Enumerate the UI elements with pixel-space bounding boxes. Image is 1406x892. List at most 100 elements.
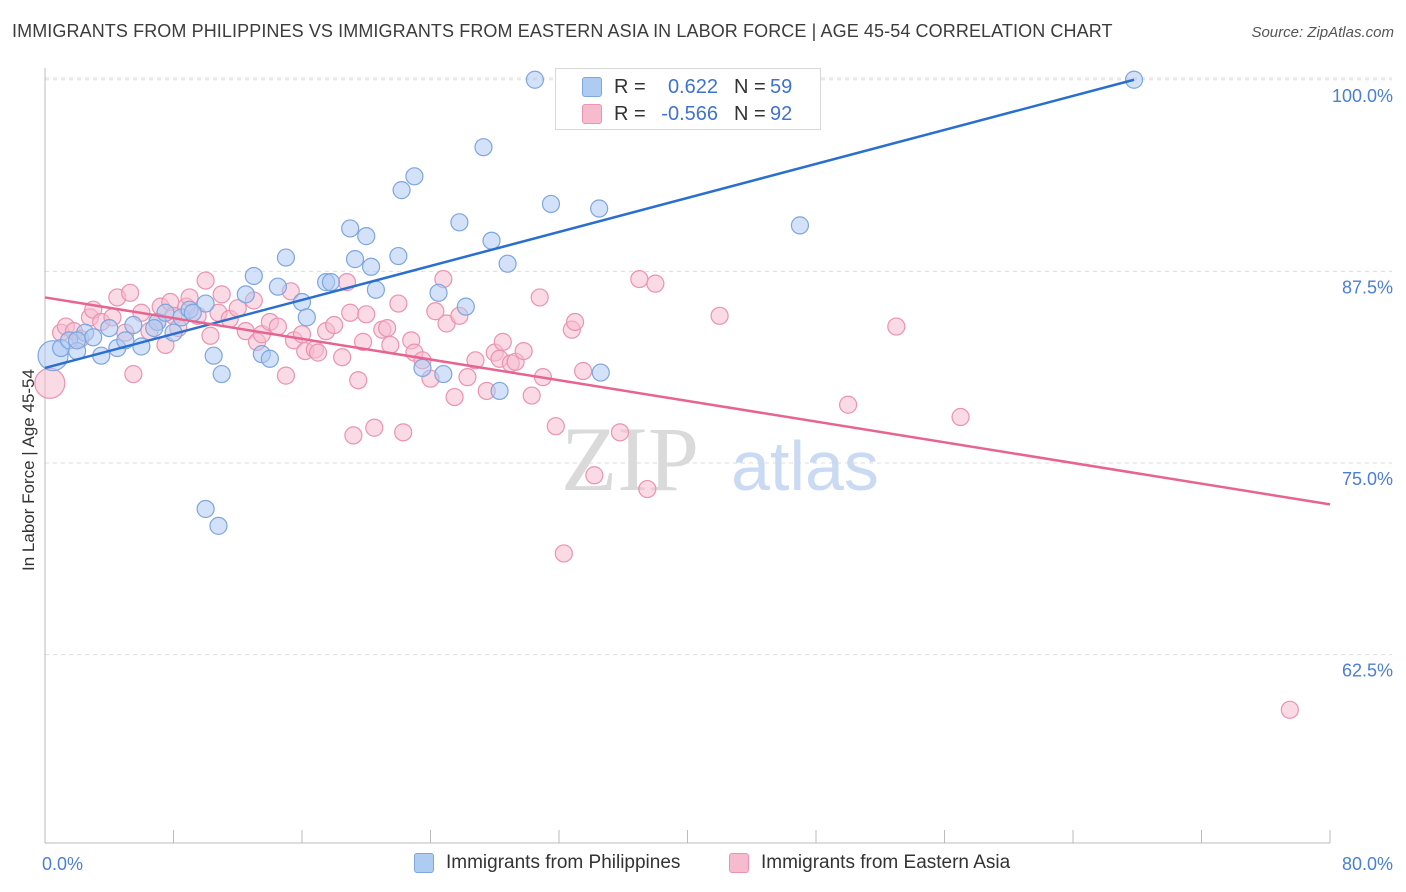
legend-r-value: -0.566: [556, 103, 718, 126]
series-legend: Immigrants from Philippines Immigrants f…: [0, 852, 1406, 878]
pink-data-point: [567, 313, 584, 330]
blue-data-point: [237, 286, 254, 303]
blue-data-point: [483, 232, 500, 249]
pink-data-point: [366, 419, 383, 436]
blue-data-point: [298, 309, 315, 326]
pink-data-point: [345, 427, 362, 444]
y-axis-label: In Labor Force | Age 45-54: [19, 369, 39, 571]
legend-item-eastern-asia[interactable]: Immigrants from Eastern Asia: [729, 852, 1010, 874]
blue-data-point: [245, 267, 262, 284]
blue-data-point: [363, 258, 380, 275]
pink-data-point: [1281, 701, 1298, 718]
blue-data-point: [499, 255, 516, 272]
pink-data-point: [459, 369, 476, 386]
legend-n-value: 92: [770, 103, 792, 126]
blue-data-point: [526, 71, 543, 88]
pink-data-point: [125, 366, 142, 383]
pink-data-point: [446, 389, 463, 406]
blue-data-point: [491, 382, 508, 399]
blue-data-point: [406, 168, 423, 185]
pink-data-point: [515, 343, 532, 360]
watermark-atlas: atlas: [731, 427, 879, 505]
pink-data-point: [202, 327, 219, 344]
blue-data-point: [791, 217, 808, 234]
blue-data-point: [146, 320, 163, 337]
legend-item-label: Immigrants from Philippines: [446, 852, 680, 874]
y-tick-label: 100.0%: [1332, 86, 1393, 106]
pink-data-point: [310, 344, 327, 361]
legend-item-philippines[interactable]: Immigrants from Philippines: [414, 852, 680, 874]
pink-data-point: [586, 467, 603, 484]
pink-data-point: [269, 318, 286, 335]
blue-data-point: [542, 195, 559, 212]
blue-data-point: [457, 298, 474, 315]
pink-data-point: [555, 545, 572, 562]
blue-data-point: [475, 139, 492, 156]
scatter-chart: ZIP atlas 62.5%75.0%87.5%100.0% 0.0% 80.0…: [0, 0, 1406, 892]
pink-data-point: [523, 387, 540, 404]
blue-data-point: [393, 182, 410, 199]
legend-n-label: N =: [734, 76, 766, 99]
pink-data-point: [575, 363, 592, 380]
blue-data-point: [277, 249, 294, 266]
pink-data-point: [711, 307, 728, 324]
blue-data-point: [85, 329, 102, 346]
y-tick-label: 62.5%: [1342, 661, 1393, 681]
legend-n-value: 59: [770, 76, 792, 99]
watermark-zip: ZIP: [561, 408, 699, 510]
blue-data-point: [210, 517, 227, 534]
legend-row-eastern-asia: R = -0.566 N = 92: [556, 101, 822, 127]
blue-data-point: [367, 281, 384, 298]
pink-data-point: [631, 271, 648, 288]
pink-data-point: [326, 317, 343, 334]
pink-data-point: [379, 320, 396, 337]
pink-data-point: [395, 424, 412, 441]
pink-data-point: [35, 368, 65, 398]
pink-data-point: [888, 318, 905, 335]
blue-data-point: [125, 317, 142, 334]
pink-data-point: [197, 272, 214, 289]
y-tick-labels: 62.5% 75.0% 87.5% 100.0%: [1332, 86, 1393, 681]
pink-data-point: [840, 396, 857, 413]
blue-data-point: [213, 366, 230, 383]
blue-data-point: [591, 200, 608, 217]
blue-data-point: [451, 214, 468, 231]
pink-data-point: [334, 349, 351, 366]
pink-data-point: [342, 304, 359, 321]
legend-r-value: 0.622: [556, 76, 718, 99]
blue-data-point: [414, 359, 431, 376]
blue-data-point: [69, 332, 86, 349]
pink-data-point: [277, 367, 294, 384]
blue-data-point: [430, 284, 447, 301]
pink-data-point: [531, 289, 548, 306]
pink-data-point: [494, 333, 511, 350]
blue-data-point: [184, 304, 201, 321]
y-tick-label: 87.5%: [1342, 277, 1393, 297]
pink-data-point: [213, 286, 230, 303]
blue-data-point: [592, 364, 609, 381]
pink-data-point: [647, 275, 664, 292]
blue-data-point: [435, 366, 452, 383]
legend-swatch-pink: [729, 853, 749, 873]
legend-n-label: N =: [734, 103, 766, 126]
legend-swatch-blue: [414, 853, 434, 873]
y-tick-label: 75.0%: [1342, 469, 1393, 489]
pink-data-point: [547, 418, 564, 435]
legend-item-label: Immigrants from Eastern Asia: [761, 852, 1010, 874]
grid-lines: [45, 78, 1392, 655]
pink-data-point: [350, 372, 367, 389]
pink-data-point: [952, 409, 969, 426]
legend-row-philippines: R = 0.622 N = 59: [556, 74, 822, 100]
blue-data-point: [347, 251, 364, 268]
pink-data-point: [358, 306, 375, 323]
blue-data-point: [197, 500, 214, 517]
pink-data-point: [122, 284, 139, 301]
blue-data-point: [322, 274, 339, 291]
blue-data-point: [390, 248, 407, 265]
pink-data-point: [639, 481, 656, 498]
blue-data-point: [342, 220, 359, 237]
blue-data-point: [205, 347, 222, 364]
pink-data-point: [390, 295, 407, 312]
blue-data-point: [269, 278, 286, 295]
correlation-legend: R = 0.622 N = 59 R = -0.566 N = 92: [555, 68, 821, 130]
